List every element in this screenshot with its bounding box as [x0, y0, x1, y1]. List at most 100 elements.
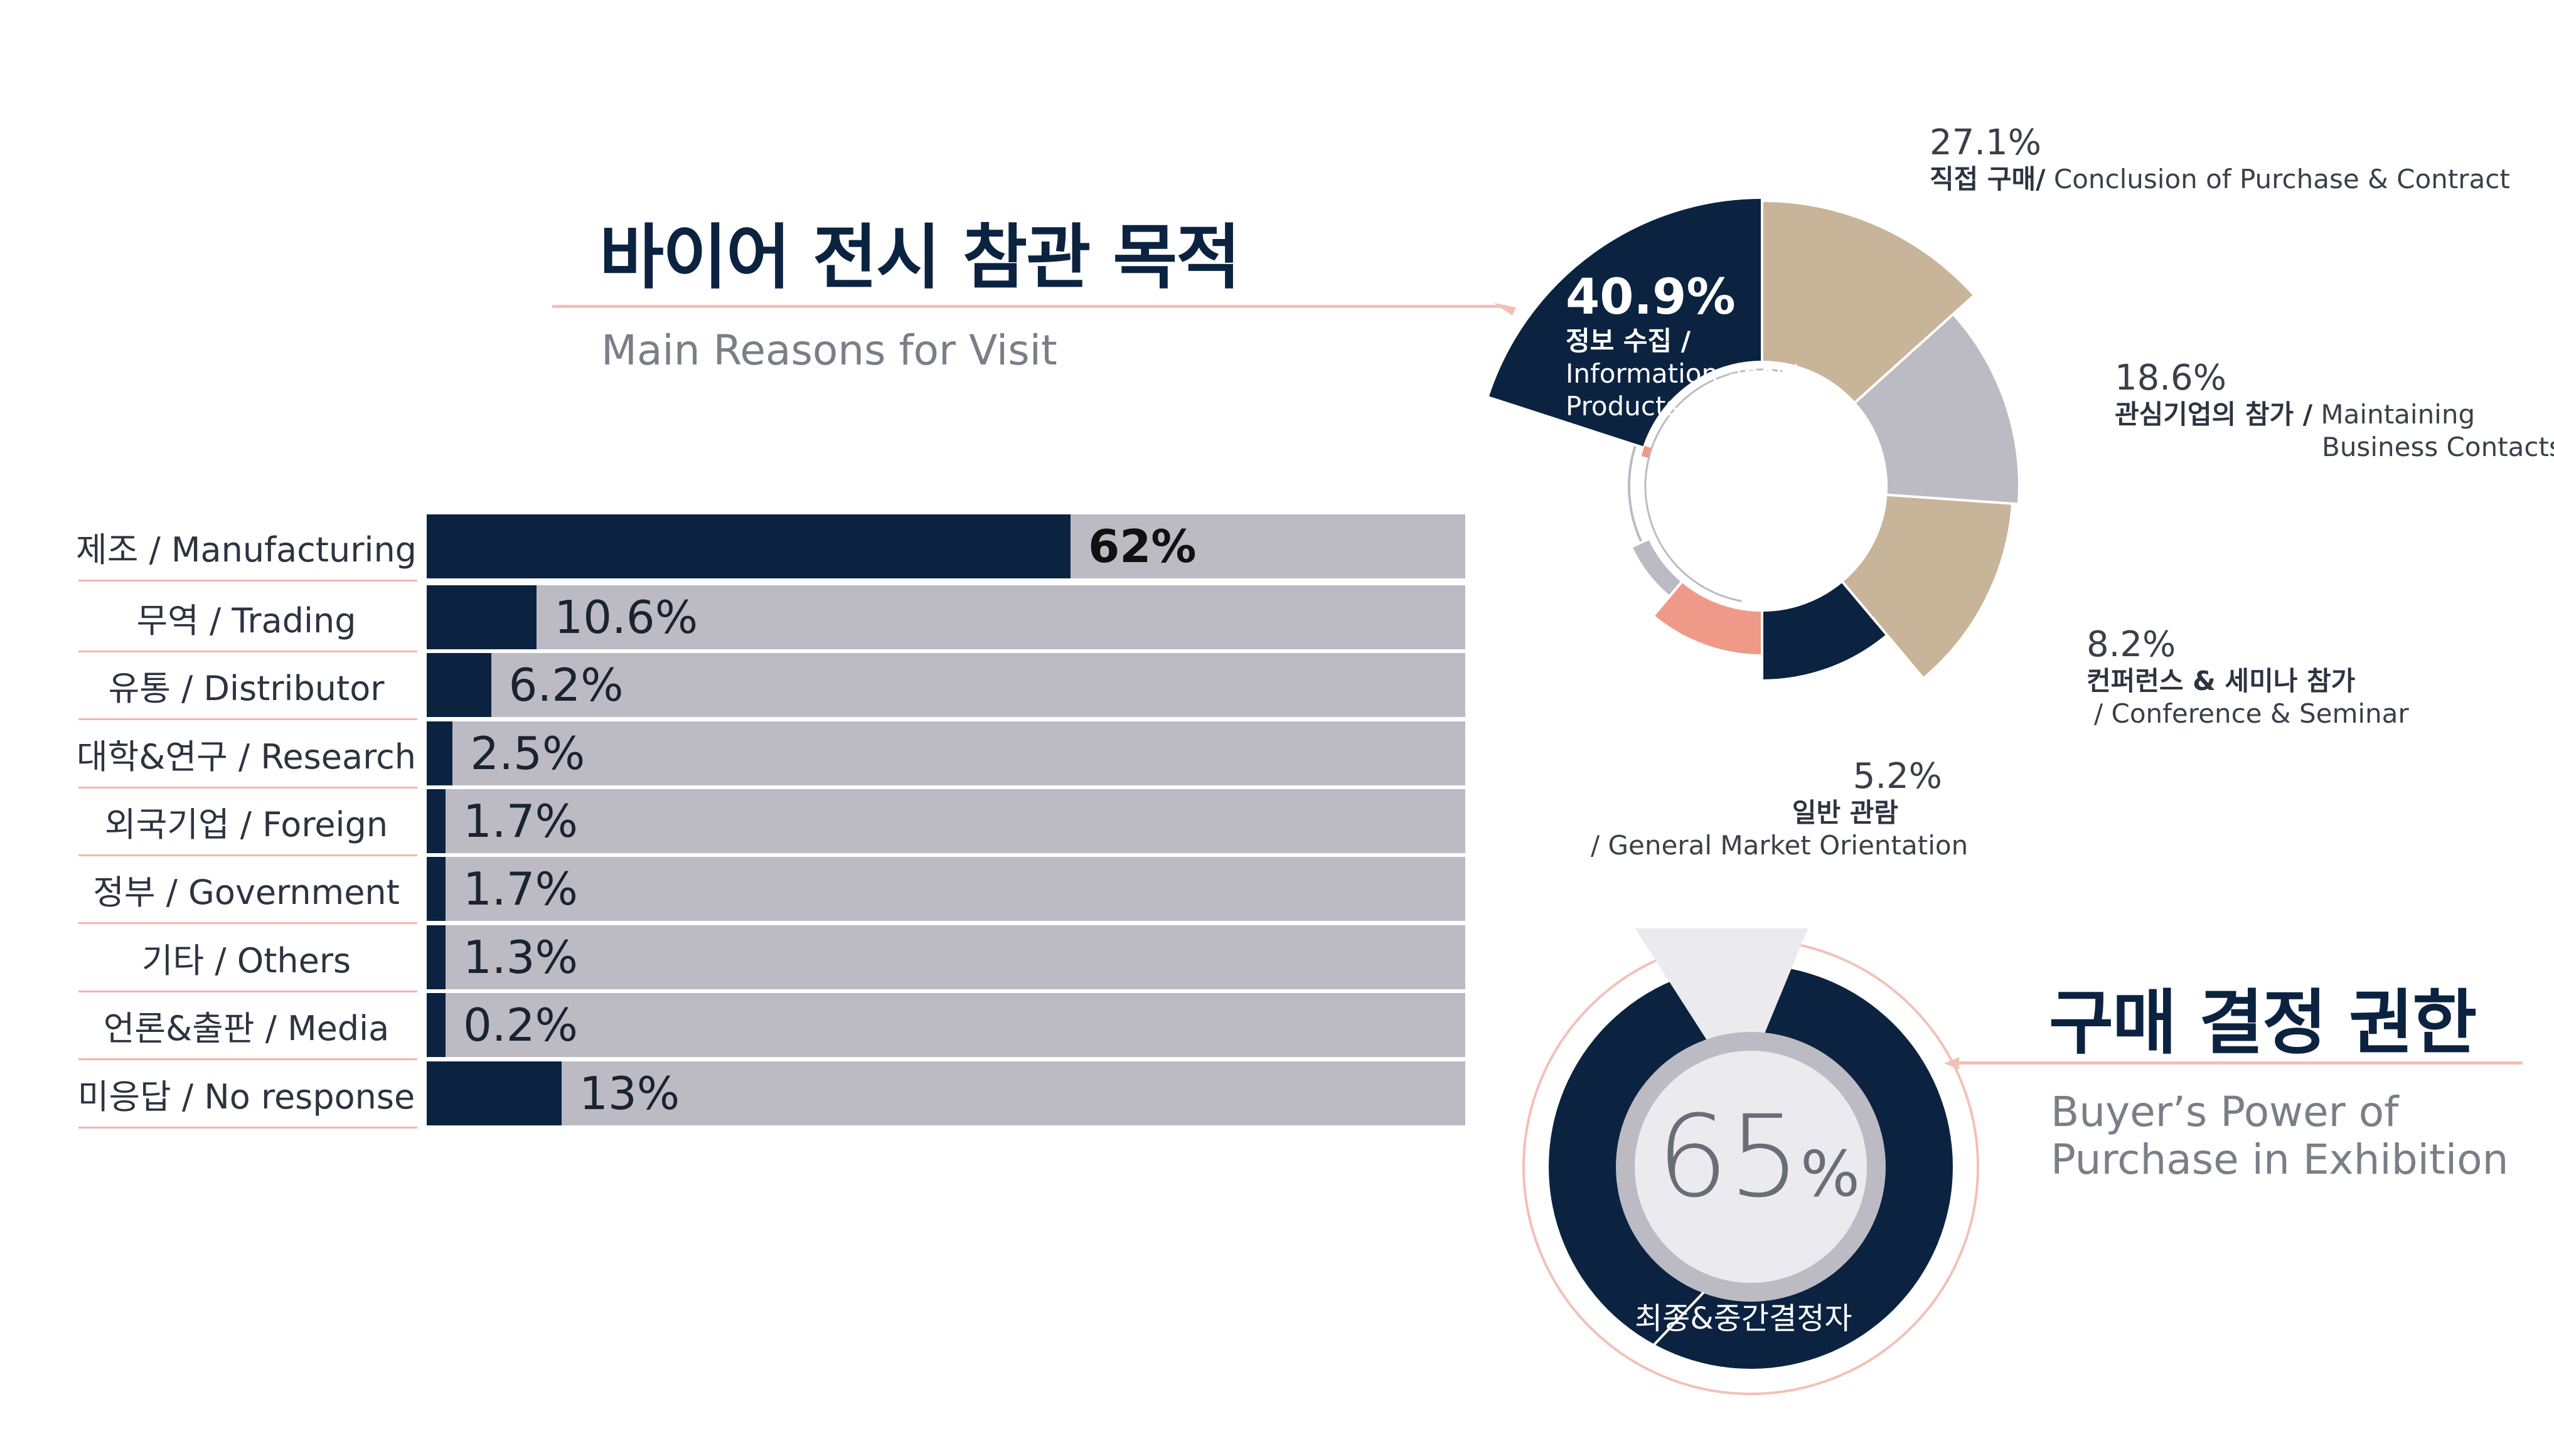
buyer-center [1635, 1051, 1867, 1283]
bar-label-divider [78, 718, 417, 720]
bar-label: 기타 / Others [141, 940, 351, 980]
label-contacts-en2: Business Contacts [2322, 432, 2554, 462]
sector-conference [1840, 493, 2014, 681]
bar-label: 대학&연구 / Research [76, 736, 417, 777]
bar-row: 유통 / Distributor 6.2% [78, 653, 1465, 720]
bar-value-label: 1.3% [463, 931, 578, 984]
bar-label: 미응답 / No response [77, 1076, 415, 1117]
bar [427, 514, 1071, 578]
label-info-en2: Products [1566, 391, 1680, 422]
bar-label: 유통 / Distributor [108, 668, 385, 708]
bar-value-label: 2.5% [470, 727, 585, 780]
bar-row: 언론&출판 / Media 0.2% [78, 993, 1465, 1060]
sector-general [1761, 579, 1889, 683]
donut-hole [1645, 369, 1879, 603]
label-purchase-value: 27.1% [1930, 122, 2041, 163]
buyer-pointer [1944, 1057, 1959, 1070]
bar-value-label: 0.2% [463, 999, 578, 1051]
bar-row: 외국기업 / Foreign 1.7% [78, 789, 1465, 856]
label-info-ko: 정보 수집 / [1566, 326, 1691, 356]
bar-track: 6.2% [427, 653, 1465, 717]
bar-value-label: 13% [579, 1067, 680, 1120]
bar-label-divider [78, 922, 417, 924]
sector-contacts [1852, 312, 2021, 506]
sector-salmon [1651, 579, 1763, 657]
bar [427, 1061, 562, 1125]
label-purchase-ko: 직접 구매/ [1930, 164, 2046, 194]
label-general: 5.2% 일반 관람 / General Market Orientation [1591, 756, 1969, 862]
label-info-en1: Information about [1566, 358, 1803, 389]
bar-row: 대학&연구 / Research 2.5% [76, 721, 1465, 789]
sector-small-3 [1635, 467, 1641, 506]
label-general-en: / General Market Orientation [1591, 830, 1969, 861]
bar-track: 2.5% [427, 721, 1465, 785]
buyer-subtitle-2: Purchase in Exhibition [2051, 1135, 2509, 1184]
bar-label: 언론&출판 / Media [103, 1008, 390, 1048]
buyer-percent-number: 65 [1657, 1092, 1801, 1223]
label-info: 40.9% 정보 수집 / Information about Products [1566, 270, 1803, 423]
bar-row: 제조 / Manufacturing 62% [76, 514, 1465, 582]
bar-label-divider [78, 1058, 417, 1060]
label-purchase: 27.1% 직접 구매/ Conclusion of Purchase & Co… [1930, 122, 2510, 196]
bar-label-divider [78, 991, 417, 992]
label-contacts-en: Maintaining [2312, 399, 2476, 430]
bar-track: 62% [427, 514, 1465, 578]
bar-track: 13% [427, 1061, 1465, 1125]
bar-label-divider [78, 854, 417, 856]
hole-ring-arc [1644, 368, 1783, 602]
bar-label: 외국기업 / Foreign [104, 804, 388, 844]
bar-value-label: 10.6% [554, 591, 698, 644]
buyer-title-rule [1958, 1061, 2523, 1065]
bar-track: 1.3% [427, 925, 1465, 989]
bar-label: 제조 / Manufacturing [76, 529, 417, 570]
buyer-percent: 65% [1657, 1092, 1860, 1223]
label-conference: 8.2% 컨퍼런스 & 세미나 참가 / Conference & Semina… [2086, 624, 2409, 730]
bar [427, 993, 446, 1057]
bar-row: 무역 / Trading 10.6% [78, 585, 1465, 652]
bar-label-divider [78, 580, 417, 582]
bar-value-label: 1.7% [463, 863, 578, 915]
buyer-donut [1522, 928, 1979, 1395]
bar-value-label: 6.2% [508, 659, 624, 711]
chart-subtitle: Main Reasons for Visit [601, 326, 1057, 375]
chart-title: 바이어 전시 참관 목적 [599, 217, 1241, 299]
bar-value-label: 1.7% [463, 795, 578, 848]
label-purchase-en: Conclusion of Purchase & Contract [2045, 164, 2510, 194]
buyer-subtitle: Buyer’s Power of Purchase in Exhibition [2051, 1088, 2508, 1184]
buyer-percent-sign: % [1800, 1137, 1861, 1211]
bar [427, 653, 491, 717]
bar-row: 정부 / Government 1.7% [78, 857, 1465, 924]
bar [427, 857, 446, 921]
label-info-value: 40.9% [1566, 269, 1736, 326]
bar [427, 585, 537, 649]
pie-pointer [1493, 303, 1516, 316]
buyer-caption: 최종&중간결정자 [1635, 1301, 1852, 1336]
bar-label-divider [78, 1127, 417, 1129]
bar [427, 789, 446, 853]
bar-value-label: 62% [1088, 520, 1197, 573]
label-contacts-value: 18.6% [2115, 358, 2226, 398]
bar [427, 721, 453, 785]
label-general-ko: 일반 관람 [1792, 797, 1898, 828]
pie-chart [1485, 196, 2021, 683]
bar-track: 0.2% [427, 993, 1465, 1057]
buyer-remaining-wedge [1635, 928, 1809, 1093]
bar-label-divider [78, 787, 417, 789]
label-conference-en: / Conference & Seminar [2094, 698, 2409, 729]
label-conference-ko: 컨퍼런스 & 세미나 참가 [2086, 666, 2356, 696]
label-conference-value: 8.2% [2086, 624, 2176, 665]
bar [427, 925, 446, 989]
sector-purchase [1761, 199, 1976, 405]
title-rule [552, 305, 1506, 308]
bar-label: 무역 / Trading [136, 600, 356, 640]
label-contacts: 18.6% 관심기업의 참가 / Maintaining Business Co… [2115, 358, 2554, 464]
bar-label: 정부 / Government [93, 872, 400, 912]
bar-row: 미응답 / No response 13% [77, 1061, 1465, 1129]
label-contacts-ko: 관심기업의 참가 / [2115, 399, 2313, 430]
buyer-subtitle-1: Buyer’s Power of [2051, 1088, 2399, 1136]
buyer-title: 구매 결정 권한 [2049, 982, 2477, 1064]
bar-label-divider [78, 651, 417, 652]
label-general-value: 5.2% [1852, 756, 1942, 797]
bar-row: 기타 / Others 1.3% [78, 925, 1465, 992]
bar-track: 1.7% [427, 789, 1465, 853]
